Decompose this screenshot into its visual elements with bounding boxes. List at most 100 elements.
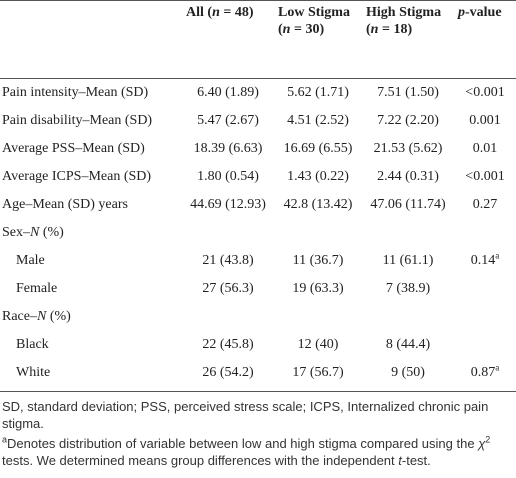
table-cell: 44.69 (12.93): [182, 191, 274, 219]
table-cell: 2.44 (0.31): [362, 163, 454, 191]
table-cell: 21 (43.8): [182, 247, 274, 275]
table-cell: [182, 303, 274, 331]
table-cell: 6.40 (1.89): [182, 79, 274, 108]
table-cell: 5.62 (1.71): [274, 79, 362, 108]
table-cell: 17 (56.7): [274, 359, 362, 392]
table-cell: 19 (63.3): [274, 275, 362, 303]
cell-text: 17 (56.7): [292, 365, 344, 380]
table-cell: 12 (40): [274, 331, 362, 359]
cell-text: 21 (43.8): [202, 253, 254, 268]
header-text: = 30): [290, 22, 325, 37]
cell-text: 4.51 (2.52): [287, 113, 349, 128]
cell-text: 22 (45.8): [202, 337, 254, 352]
table-cell: 0.001: [454, 107, 516, 135]
cell-text: 0.14: [470, 253, 496, 268]
table-cell: 22 (45.8): [182, 331, 274, 359]
header-cell: High Stigma (n = 18): [362, 0, 454, 79]
table-cell: 0.27: [454, 191, 516, 219]
label-text: N: [36, 309, 47, 324]
cell-text: 6.40 (1.89): [197, 85, 259, 100]
row-label: Female: [16, 281, 58, 296]
footnote: aDenotes distribution of variable betwee…: [2, 435, 514, 469]
header-text: All (: [186, 5, 213, 20]
cell-text: <0.001: [465, 169, 505, 184]
header-cell: [0, 0, 182, 79]
table-row: Sex–N (%): [0, 219, 516, 247]
table-cell: 26 (54.2): [182, 359, 274, 392]
cell-text: 7.51 (1.50): [377, 85, 439, 100]
cell-text: 12 (40): [297, 337, 339, 352]
header-row: All (n = 48) Low Stigma (n = 30) High Sti…: [0, 0, 516, 79]
footnote-text: tests. We determined means group differe…: [2, 453, 399, 468]
table-row: Black 22 (45.8) 12 (40) 8 (44.4): [0, 331, 516, 359]
table-cell: 0.01: [454, 135, 516, 163]
row-label: Average PSS–Mean (SD): [2, 141, 145, 156]
table-cell: 0.87a: [454, 359, 516, 392]
table-cell: 1.80 (0.54): [182, 163, 274, 191]
table-cell: 21.53 (5.62): [362, 135, 454, 163]
cell-text: <0.001: [465, 85, 505, 100]
cell-text: 26 (54.2): [202, 365, 254, 380]
header-text: -value: [465, 5, 502, 20]
cell-text: 5.62 (1.71): [287, 85, 349, 100]
table-header: All (n = 48) Low Stigma (n = 30) High Sti…: [0, 0, 516, 79]
table-cell: [362, 303, 454, 331]
table-cell: [454, 219, 516, 247]
row-label: Average ICPS–Mean (SD): [2, 169, 152, 184]
row-label: Male: [16, 253, 45, 268]
table-row: Age–Mean (SD) years 44.69 (12.93) 42.8 (13…: [0, 191, 516, 219]
label-text: Race–: [2, 309, 37, 324]
table-row: Male 21 (43.8) 11 (36.7) 11 (61.1) 0.14a: [0, 247, 516, 275]
table-row: Average ICPS–Mean (SD) 1.80 (0.54) 1.43 (0…: [0, 163, 516, 191]
cell-text: 2.44 (0.31): [377, 169, 439, 184]
cell-text: 8 (44.4): [385, 337, 431, 352]
row-label: Age–Mean (SD) years: [2, 197, 128, 212]
header-text: = 18): [378, 22, 413, 37]
cell-text: 11 (36.7): [292, 253, 344, 268]
cell-text: 5.47 (2.67): [197, 113, 259, 128]
header-text: n: [370, 22, 379, 37]
label-text: Sex–: [2, 225, 30, 240]
header-text: p: [458, 5, 465, 20]
table-row: White 26 (54.2) 17 (56.7) 9 (50) 0.87a: [0, 359, 516, 392]
cell-text: 0.87: [470, 365, 496, 380]
table-cell: 47.06 (11.74): [362, 191, 454, 219]
footnote-marker: a: [2, 434, 8, 445]
cell-text: 0.01: [472, 141, 498, 156]
table-body: Pain intensity–Mean (SD) 6.40 (1.89) 5.62 …: [0, 79, 516, 392]
cell-text: 9 (50): [391, 365, 425, 380]
row-label: Black: [16, 337, 49, 352]
cell-text: 44.69 (12.93): [190, 197, 266, 212]
table-cell: 11 (61.1): [362, 247, 454, 275]
footnote-text: Denotes distribution of variable between…: [7, 436, 479, 451]
footnote-text: χ: [478, 436, 486, 451]
row-label: Race–N (%): [0, 303, 182, 331]
table-cell: <0.001: [454, 79, 516, 108]
cell-text: 42.8 (13.42): [283, 197, 353, 212]
footnote-text: -test.: [401, 453, 431, 468]
table-cell: 27 (56.3): [182, 275, 274, 303]
row-label: Pain disability–Mean (SD): [2, 113, 153, 128]
header-cell: All (n = 48): [182, 0, 274, 79]
table-row: Race–N (%): [0, 303, 516, 331]
cell-text: 21.53 (5.62): [373, 141, 443, 156]
cell-text: 7 (38.9): [385, 281, 431, 296]
label-text: (%): [39, 225, 64, 240]
header-text: n: [282, 22, 291, 37]
table-cell: [274, 303, 362, 331]
table-row: Pain intensity–Mean (SD) 6.40 (1.89) 5.62 …: [0, 79, 516, 108]
cell-text: 47.06 (11.74): [370, 197, 446, 212]
table-cell: [362, 219, 454, 247]
header-cell: Low Stigma (n = 30): [274, 0, 362, 79]
table-cell: 0.14a: [454, 247, 516, 275]
cell-text: 1.43 (0.22): [287, 169, 349, 184]
row-label: White: [0, 359, 182, 392]
table-row: Average PSS–Mean (SD) 18.39 (6.63) 16.69 (…: [0, 135, 516, 163]
note-marker: a: [495, 362, 500, 373]
table-cell: [454, 303, 516, 331]
cell-text: 7.22 (2.20): [377, 113, 439, 128]
table-cell: [454, 331, 516, 359]
table-cell: 16.69 (6.55): [274, 135, 362, 163]
header-text: n: [212, 5, 220, 20]
table-cell: 9 (50): [362, 359, 454, 392]
